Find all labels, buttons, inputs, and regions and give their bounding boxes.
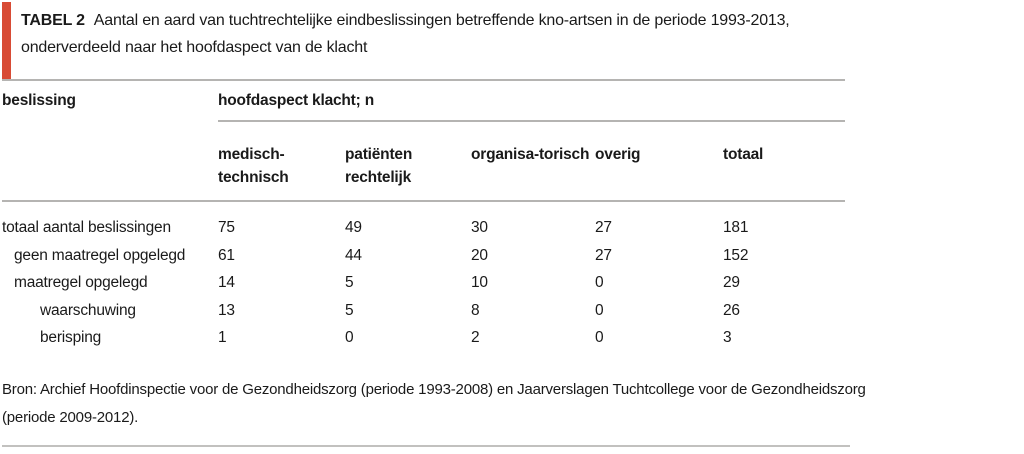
table-row-berisping: berisping 1 0 2 0 3 [2,324,845,352]
table-title-line1: TABEL 2 Aantal en aard van tuchtrechtelij… [21,7,981,34]
row-label: waarschuwing [40,301,136,319]
cell-value: 75 [218,219,235,236]
table-header-row-2: medisch-technisch patiënten rechtelijk or… [2,122,845,202]
cell-value: 61 [218,246,235,264]
cell-value: 27 [595,219,612,236]
cell-value: 8 [471,301,480,319]
cell-value: 0 [345,329,354,346]
table-row-geen-maatregel-opgelegd: geen maatregel opgelegd 61 44 20 27 152 [2,242,845,270]
table-header-row-1: beslissing hoofdaspect klacht; n [2,79,845,122]
cell-value: 27 [595,246,612,264]
column-header-organisatorisch: organisa-torisch [471,146,590,163]
cell-value: 0 [595,329,604,346]
source-note-line2: (periode 2009-2012). [2,408,139,426]
column-header-totaal: totaal [723,146,764,163]
cell-value: 0 [595,274,604,291]
cell-value: 5 [345,301,354,319]
cell-value: 0 [595,301,604,319]
cell-value: 152 [723,246,749,264]
table-row-waarschuwing: waarschuwing 13 5 8 0 26 [2,297,845,325]
row-label: totaal aantal beslissingen [2,219,171,236]
cell-value: 3 [723,329,732,346]
accent-bar [2,2,11,79]
cell-value: 1 [218,329,227,346]
table-title-line2: onderverdeeld naar het hoofdaspect van d… [21,39,368,56]
row-label: geen maatregel opgelegd [14,246,186,264]
column-header-overig: overig [595,146,641,163]
row-label: maatregel opgelegd [14,274,148,291]
column-header-spacer [2,122,218,200]
cell-value: 14 [218,274,235,291]
cell-value: 2 [471,329,480,346]
column-group-header-hoofdaspect: hoofdaspect klacht; n [218,81,845,122]
data-table: beslissing hoofdaspect klacht; n medisch… [2,79,845,352]
column-header-beslissing: beslissing [2,92,76,109]
table-title: TABEL 2 Aantal en aard van tuchtrechtelij… [21,7,981,61]
table-number: TABEL 2 [21,12,85,29]
cell-value: 30 [471,219,488,236]
bottom-rule [2,445,850,447]
cell-value: 181 [723,219,749,236]
cell-value: 44 [345,246,362,264]
table-caption-part1: Aantal en aard van tuchtrechtelijke eind… [93,12,790,29]
column-header-patienten-rechtelijk: patiënten rechtelijk [345,146,413,186]
cell-value: 29 [723,274,740,291]
cell-value: 5 [345,274,354,291]
cell-value: 10 [471,274,488,291]
cell-value: 49 [345,219,362,236]
source-note-line1: Bron: Archief Hoofdinspectie voor de Gez… [2,381,866,398]
cell-value: 26 [723,301,740,319]
table-row-maatregel-opgelegd: maatregel opgelegd 14 5 10 0 29 [2,269,845,297]
column-header-medisch-technisch: medisch-technisch [218,146,289,186]
table-row-totaal-aantal-beslissingen: totaal aantal beslissingen 75 49 30 27 1… [2,214,845,242]
cell-value: 20 [471,246,488,264]
cell-value: 13 [218,301,235,319]
row-label: berisping [40,329,102,346]
source-note: Bron: Archief Hoofdinspectie voor de Gez… [2,376,1012,431]
